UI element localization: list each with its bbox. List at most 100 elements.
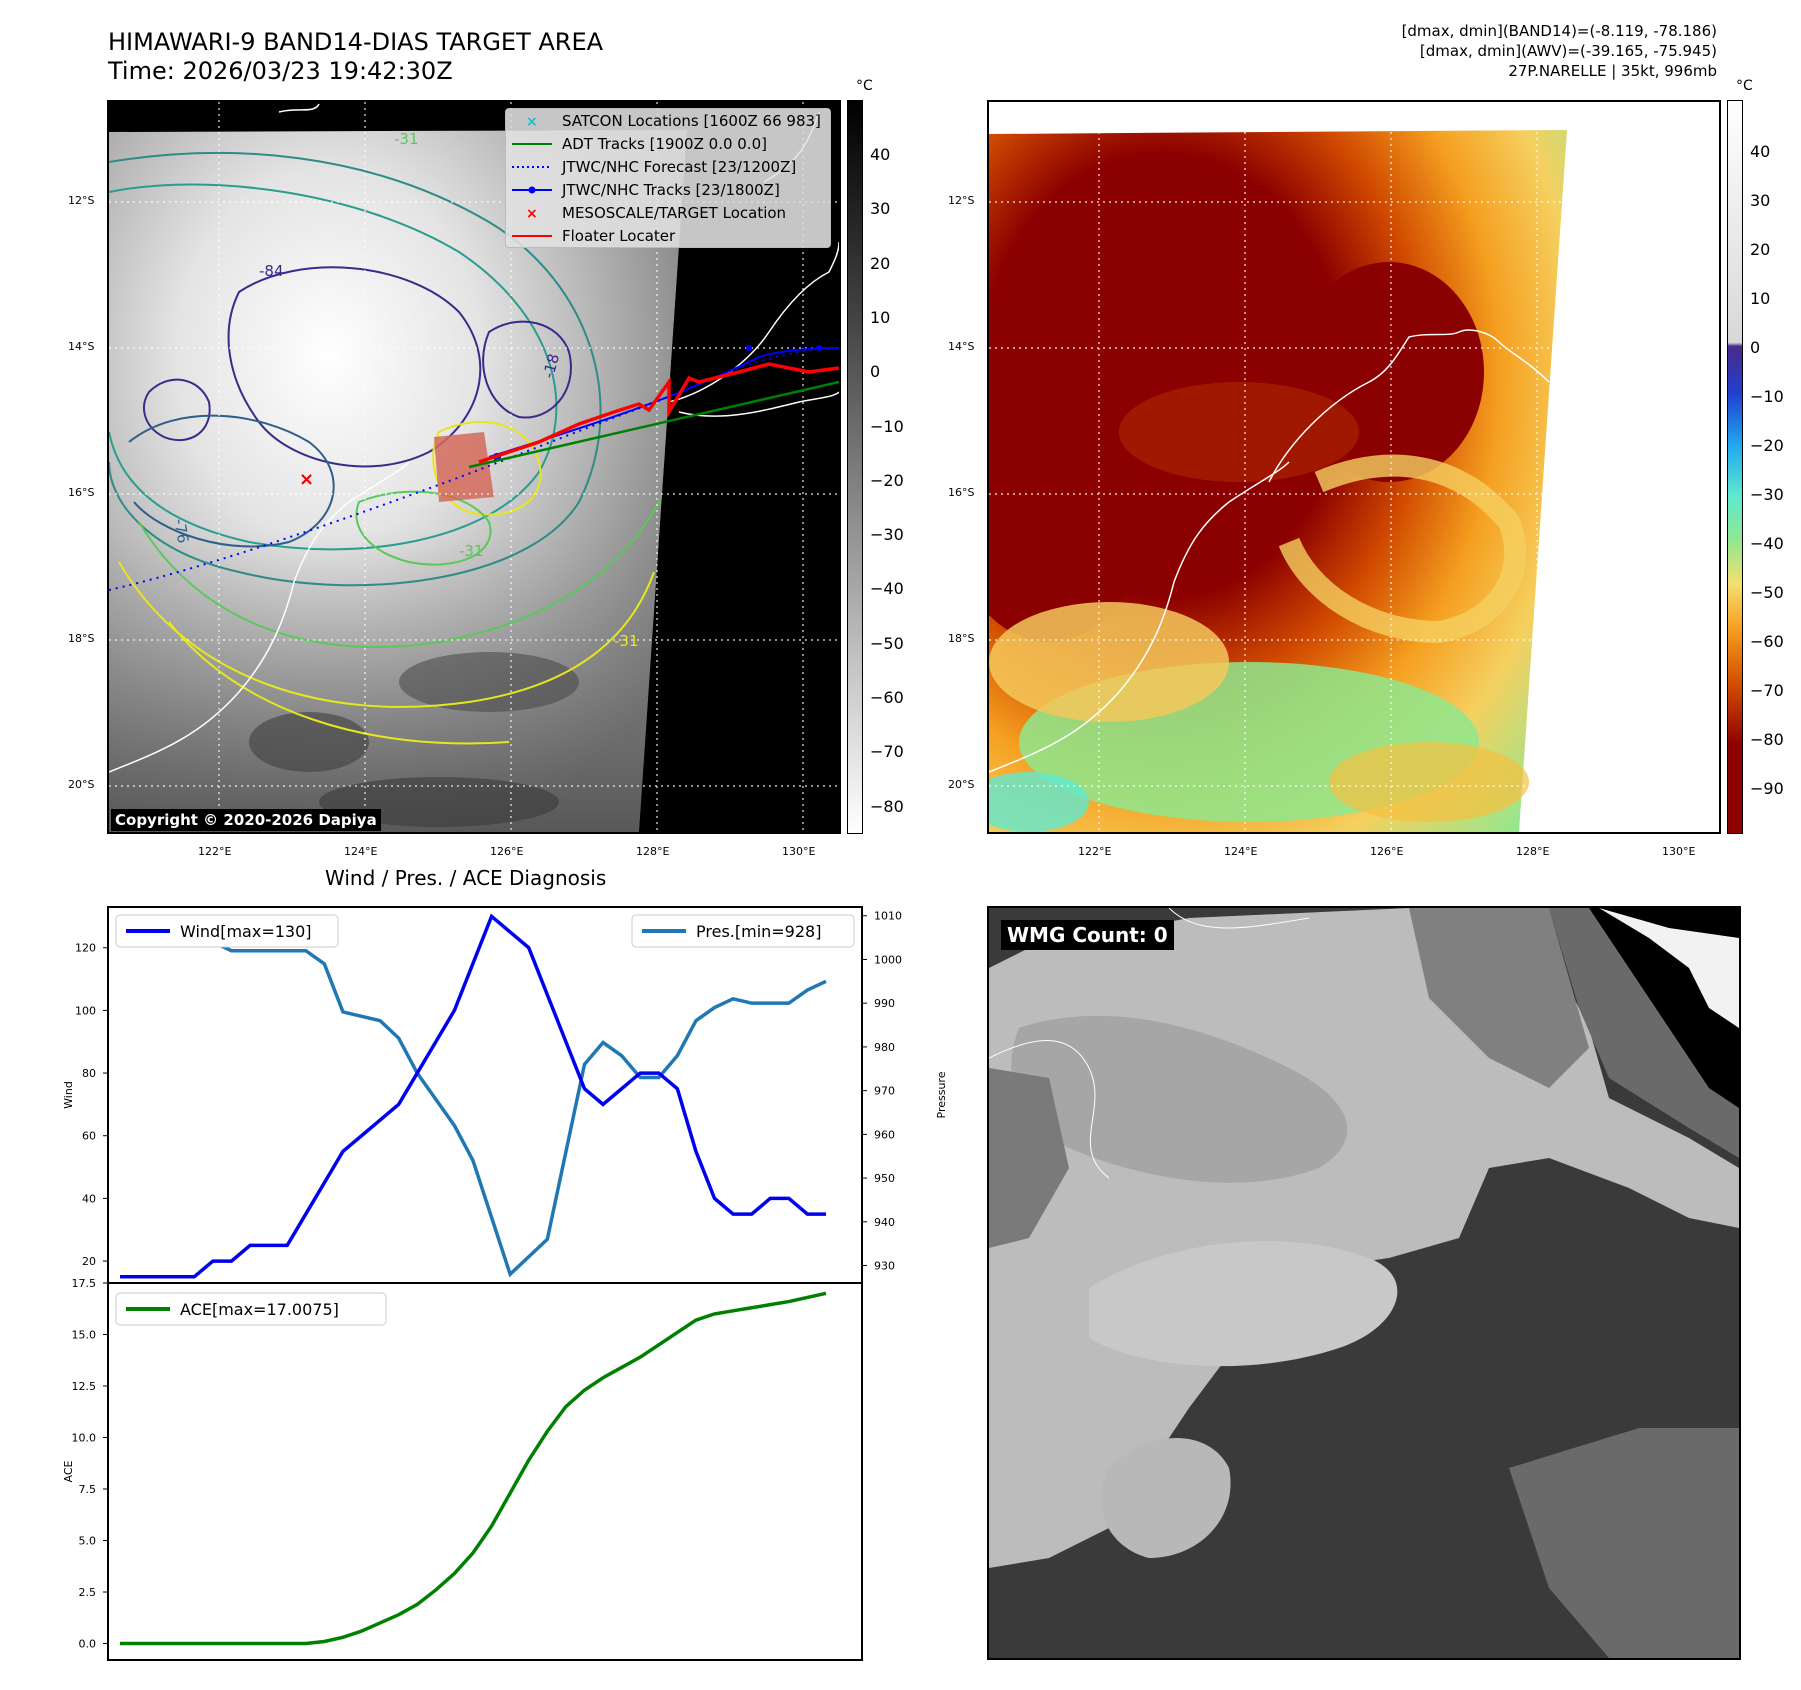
lat-tick: 20°S: [68, 778, 95, 791]
contour-label: -31: [614, 632, 639, 650]
colorbar-tick: −10: [1750, 387, 1784, 406]
lat-tick: 18°S: [68, 632, 95, 645]
colorbar-tick: 0: [870, 362, 881, 382]
colorbar-tick: 0: [1750, 338, 1761, 357]
copyright-label: Copyright © 2020-2026 Dapiya: [111, 809, 381, 831]
colorbar-tick: −70: [870, 742, 904, 762]
wind-ytick: 120: [75, 942, 96, 955]
pres-ytick: 960: [874, 1128, 895, 1141]
legend-mesoscale: × MESOSCALE/TARGET Location: [506, 201, 830, 224]
tracks-line-dot-icon: [512, 183, 552, 197]
pres-ytick: 930: [874, 1260, 895, 1273]
colorbar-tick: −50: [870, 633, 904, 653]
pres-ytick: 1000: [874, 953, 902, 966]
satcon-x-icon: ×: [512, 114, 552, 130]
figure-title: HIMAWARI-9 BAND14-DIAS TARGET AREA: [108, 28, 604, 56]
ace-legend-label: ACE[max=17.0075]: [180, 1300, 339, 1319]
legend-label: MESOSCALE/TARGET Location: [562, 203, 787, 222]
adt-line-icon: [512, 137, 552, 151]
diagnosis-chart: 20 40 60 80 100 120 930 940 950 960 970 980 990 1000 1…: [62, 906, 948, 1661]
pres-ytick: 990: [874, 997, 895, 1010]
lat-tick: 16°S: [948, 486, 975, 499]
awv-map: [987, 100, 1721, 834]
lon-tick: 128°E: [636, 845, 670, 858]
colorbar-tick: −10: [870, 416, 904, 436]
lon-tick: 130°E: [1662, 845, 1696, 858]
colorbar-tick: −30: [1750, 485, 1784, 504]
colorbar-tick: −80: [870, 796, 904, 816]
wind-axis-label: Wind: [62, 1081, 75, 1109]
contour-label: -31: [394, 130, 419, 148]
legend-adt: ADT Tracks [1900Z 0.0 0.0]: [506, 132, 830, 155]
lat-tick: 12°S: [68, 194, 95, 207]
lon-tick: 122°E: [1078, 845, 1112, 858]
lat-tick: 16°S: [68, 486, 95, 499]
lat-tick: 14°S: [948, 340, 975, 353]
band14-colorbar: [847, 100, 863, 834]
colorbar-tick: −40: [870, 579, 904, 599]
dmax-dmin-awv: [dmax, dmin](AWV)=(-39.165, -75.945): [1419, 42, 1717, 60]
legend-jtwc-tracks: JTWC/NHC Tracks [23/1800Z]: [506, 178, 830, 201]
colorbar-tick: 10: [1750, 289, 1771, 308]
colorbar-tick: 30: [870, 199, 891, 219]
colorbar-tick: −40: [1750, 534, 1784, 553]
wind-legend-label: Wind[max=130]: [180, 922, 312, 941]
lon-tick: 126°E: [490, 845, 524, 858]
colorbar-tick: −70: [1750, 681, 1784, 700]
colorbar-tick: 40: [870, 145, 891, 164]
colorbar-tick: −20: [1750, 436, 1784, 455]
pres-ytick: 950: [874, 1172, 895, 1185]
colorbar-unit: °C: [1736, 78, 1753, 94]
wmg-panel: WMG Count: 0: [987, 906, 1741, 1660]
pres-ytick: 940: [874, 1216, 895, 1229]
forecast-dotted-icon: [512, 160, 552, 174]
legend-label: ADT Tracks [1900Z 0.0 0.0]: [562, 134, 767, 153]
lat-tick: 14°S: [68, 340, 95, 353]
band14-map: × -31 -31 -76 -18 -31 -84 × SATCON Locat…: [107, 100, 841, 834]
lon-tick: 124°E: [1224, 845, 1258, 858]
colorbar-tick: −80: [1750, 730, 1784, 749]
ace-legend: [115, 1292, 387, 1326]
colorbar-tick: 40: [1750, 142, 1771, 161]
svg-text:×: ×: [299, 469, 314, 490]
ace-ytick: 7.5: [79, 1483, 97, 1496]
ace-ytick: 2.5: [79, 1586, 97, 1599]
ace-ytick: 10.0: [72, 1432, 97, 1445]
wind-ytick: 80: [82, 1067, 96, 1080]
awv-colorbar: [1727, 100, 1743, 834]
target-x-icon: ×: [512, 206, 552, 222]
ace-ytick: 12.5: [72, 1380, 97, 1393]
svg-text:×: ×: [526, 206, 538, 220]
colorbar-tick: −50: [1750, 583, 1784, 602]
pres-ytick: 1010: [874, 910, 902, 923]
colorbar-tick: −20: [870, 470, 904, 490]
ace-ytick: 17.5: [72, 1277, 97, 1290]
colorbar-unit: °C: [856, 78, 873, 94]
legend-satcon: × SATCON Locations [1600Z 66 983]: [506, 109, 830, 132]
wmg-count-badge: WMG Count: 0: [1001, 920, 1174, 950]
ace-line: [120, 1291, 827, 1646]
colorbar-tick: 20: [1750, 240, 1771, 259]
colorbar-tick: −60: [870, 688, 904, 707]
colorbar-tick: −30: [870, 525, 904, 545]
ace-ytick: 0.0: [79, 1638, 97, 1651]
dmax-dmin-band14: [dmax, dmin](BAND14)=(-8.119, -78.186): [1401, 22, 1717, 40]
wind-ytick: 60: [82, 1130, 96, 1143]
lon-tick: 128°E: [1516, 845, 1550, 858]
legend-jtwc-forecast: JTWC/NHC Forecast [23/1200Z]: [506, 155, 830, 178]
lon-tick: 124°E: [344, 845, 378, 858]
colorbar-tick: −90: [1750, 779, 1784, 798]
ace-ytick: 5.0: [79, 1535, 97, 1548]
lon-tick: 126°E: [1370, 845, 1404, 858]
legend-label: Floater Locater: [562, 226, 676, 245]
pressure-line: [120, 918, 827, 1278]
legend-label: JTWC/NHC Tracks [23/1800Z]: [562, 180, 780, 199]
figure-time: Time: 2026/03/23 19:42:30Z: [108, 57, 453, 85]
colorbar-tick: 30: [1750, 191, 1771, 210]
colorbar-tick: −60: [1750, 632, 1784, 651]
lat-tick: 18°S: [948, 632, 975, 645]
pres-ytick: 980: [874, 1041, 895, 1054]
pres-legend-label: Pres.[min=928]: [696, 922, 821, 941]
diagnosis-title: Wind / Pres. / ACE Diagnosis: [325, 866, 607, 890]
colorbar-tick: 10: [870, 307, 891, 327]
